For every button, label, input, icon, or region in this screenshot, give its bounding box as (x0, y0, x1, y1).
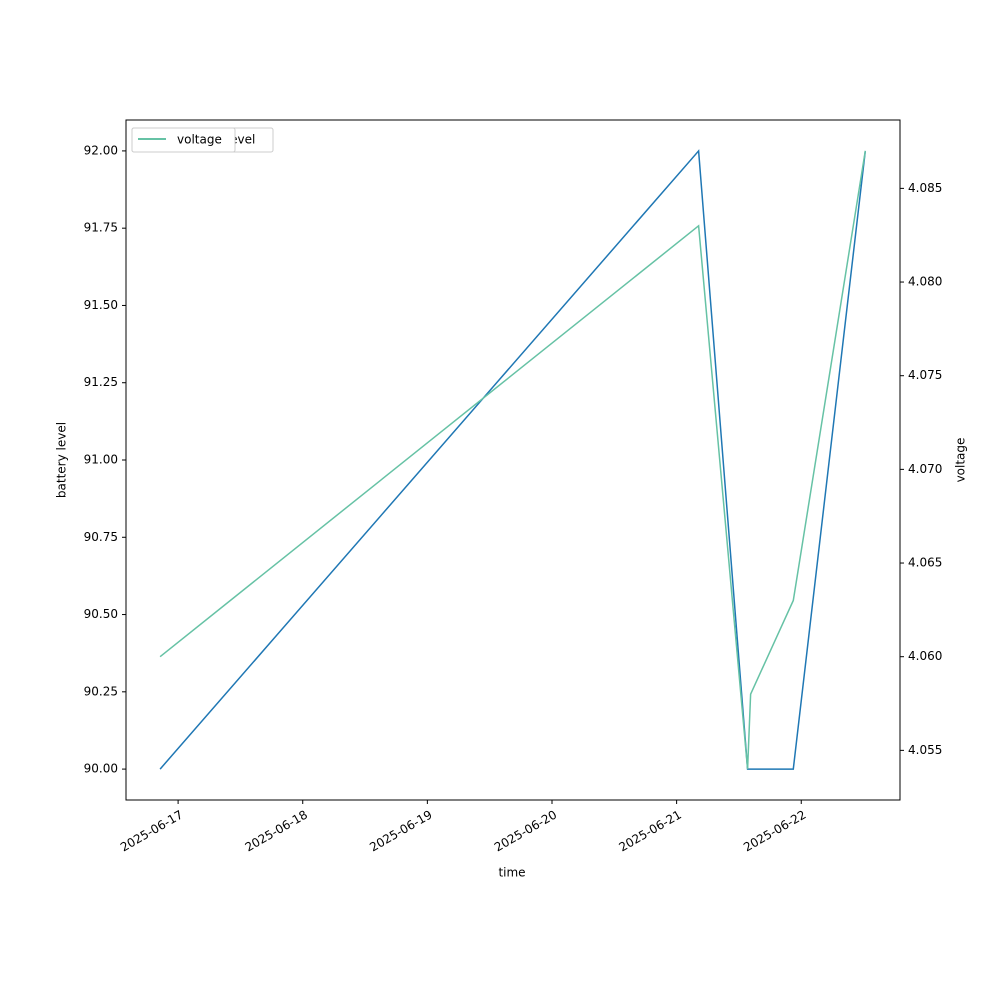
y-tick-label: 92.00 (84, 143, 118, 157)
y-tick-label: 91.75 (84, 221, 118, 235)
y-tick-label: 91.00 (84, 453, 118, 467)
y2-tick-label: 4.055 (908, 743, 942, 757)
legend-box (131, 127, 236, 153)
y2-tick-label: 4.075 (908, 368, 942, 382)
y2-tick-label: 4.060 (908, 649, 942, 663)
y2-tick-label: 4.065 (908, 556, 942, 570)
y2-tick-label: 4.070 (908, 462, 942, 476)
data-line (159, 150, 867, 770)
y-tick-label: 91.50 (84, 298, 118, 312)
plot-frame (125, 119, 901, 801)
y-tick-label: 90.75 (84, 530, 118, 544)
legend: voltage (131, 127, 236, 153)
y-axis-label: battery level (55, 422, 69, 498)
y-tick-label: 90.25 (84, 684, 118, 698)
y2-tick-label: 4.085 (908, 181, 942, 195)
legend-label: voltage (177, 133, 222, 147)
y2-axis-label: voltage (954, 438, 968, 483)
y2-tick-label: 4.080 (908, 275, 942, 289)
y-tick-label: 90.50 (84, 607, 118, 621)
x-axis-label: time (498, 866, 525, 880)
data-line (159, 149, 867, 770)
y-tick-label: 91.25 (84, 375, 118, 389)
y-tick-label: 90.00 (84, 762, 118, 776)
